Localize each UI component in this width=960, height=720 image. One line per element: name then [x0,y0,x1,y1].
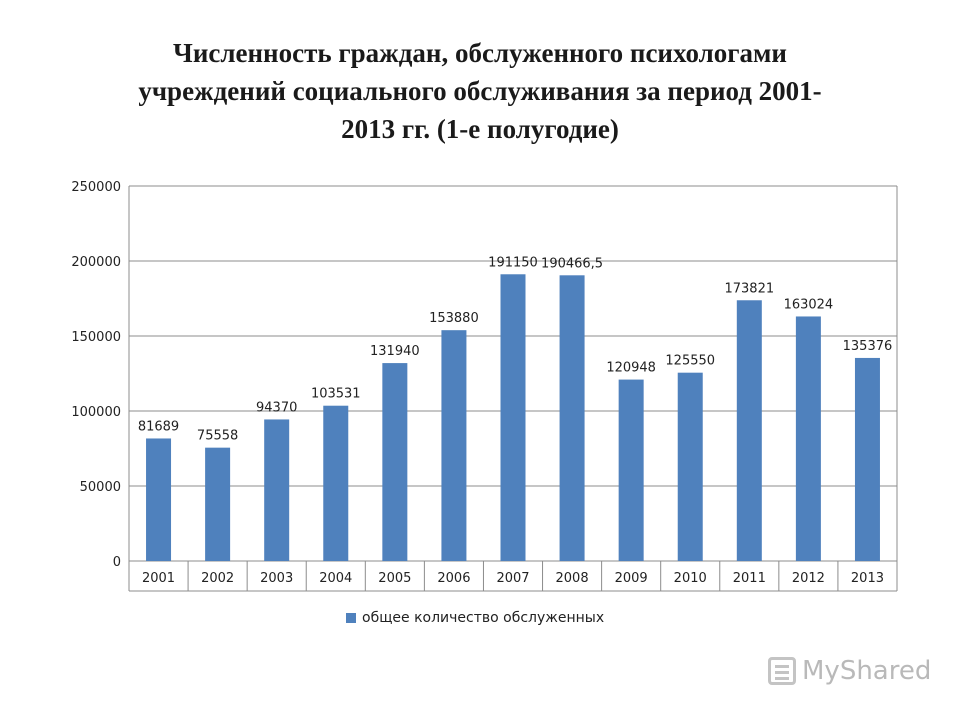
x-tick-label: 2013 [851,571,884,586]
bar [854,357,880,561]
x-tick-label: 2006 [437,571,470,586]
legend: общее количество обслуженных [346,610,604,626]
chart-title: Численность граждан, обслуженного психол… [40,34,920,148]
data-label: 163024 [784,297,834,312]
data-label: 103531 [311,387,361,402]
x-tick-label: 2003 [260,571,293,586]
bar [677,372,703,561]
y-tick-label: 0 [113,555,121,570]
data-label: 190466,5 [541,256,603,271]
data-label: 75558 [197,429,238,444]
x-tick-label: 2007 [496,571,529,586]
bar [559,275,585,561]
data-label: 173821 [724,281,774,296]
x-tick-label: 2005 [378,571,411,586]
bar [736,300,762,561]
x-tick-label: 2008 [556,571,589,586]
legend-swatch [346,613,356,623]
x-tick-label: 2012 [792,571,825,586]
bar [441,330,467,561]
bar [205,447,231,561]
data-label: 120948 [606,361,656,376]
presentation-board-icon [768,657,796,685]
legend-label: общее количество обслуженных [362,610,605,626]
y-tick-label: 200000 [71,255,121,270]
bar [795,316,821,561]
x-tick-label: 2002 [201,571,234,586]
data-label: 135376 [843,339,893,354]
x-tick-label: 2009 [615,571,648,586]
x-tick-label: 2011 [733,571,766,586]
bar [264,419,290,561]
bar [618,379,644,561]
bar [146,438,172,561]
bar [323,405,349,561]
data-label: 81689 [138,419,179,434]
watermark-text: MyShared [802,656,932,686]
data-label: 125550 [665,354,715,369]
data-label: 191150 [488,255,538,270]
data-label: 94370 [256,400,297,415]
data-label: 131940 [370,344,420,359]
watermark: MyShared [768,656,931,686]
chart-title-line-3: 2013 гг. (1-е полугодие) [341,114,619,144]
x-tick-label: 2004 [319,571,352,586]
y-tick-label: 250000 [71,180,121,195]
bar [382,363,408,561]
y-tick-label: 150000 [71,330,121,345]
y-tick-label: 100000 [71,405,121,420]
chart-title-line-1: Численность граждан, обслуженного психол… [173,38,787,68]
data-label: 153880 [429,311,479,326]
y-tick-label: 50000 [80,480,121,495]
bar [500,274,526,561]
x-tick-label: 2001 [142,571,175,586]
chart-title-line-2: учреждений социального обслуживания за п… [138,76,822,106]
x-tick-label: 2010 [674,571,707,586]
